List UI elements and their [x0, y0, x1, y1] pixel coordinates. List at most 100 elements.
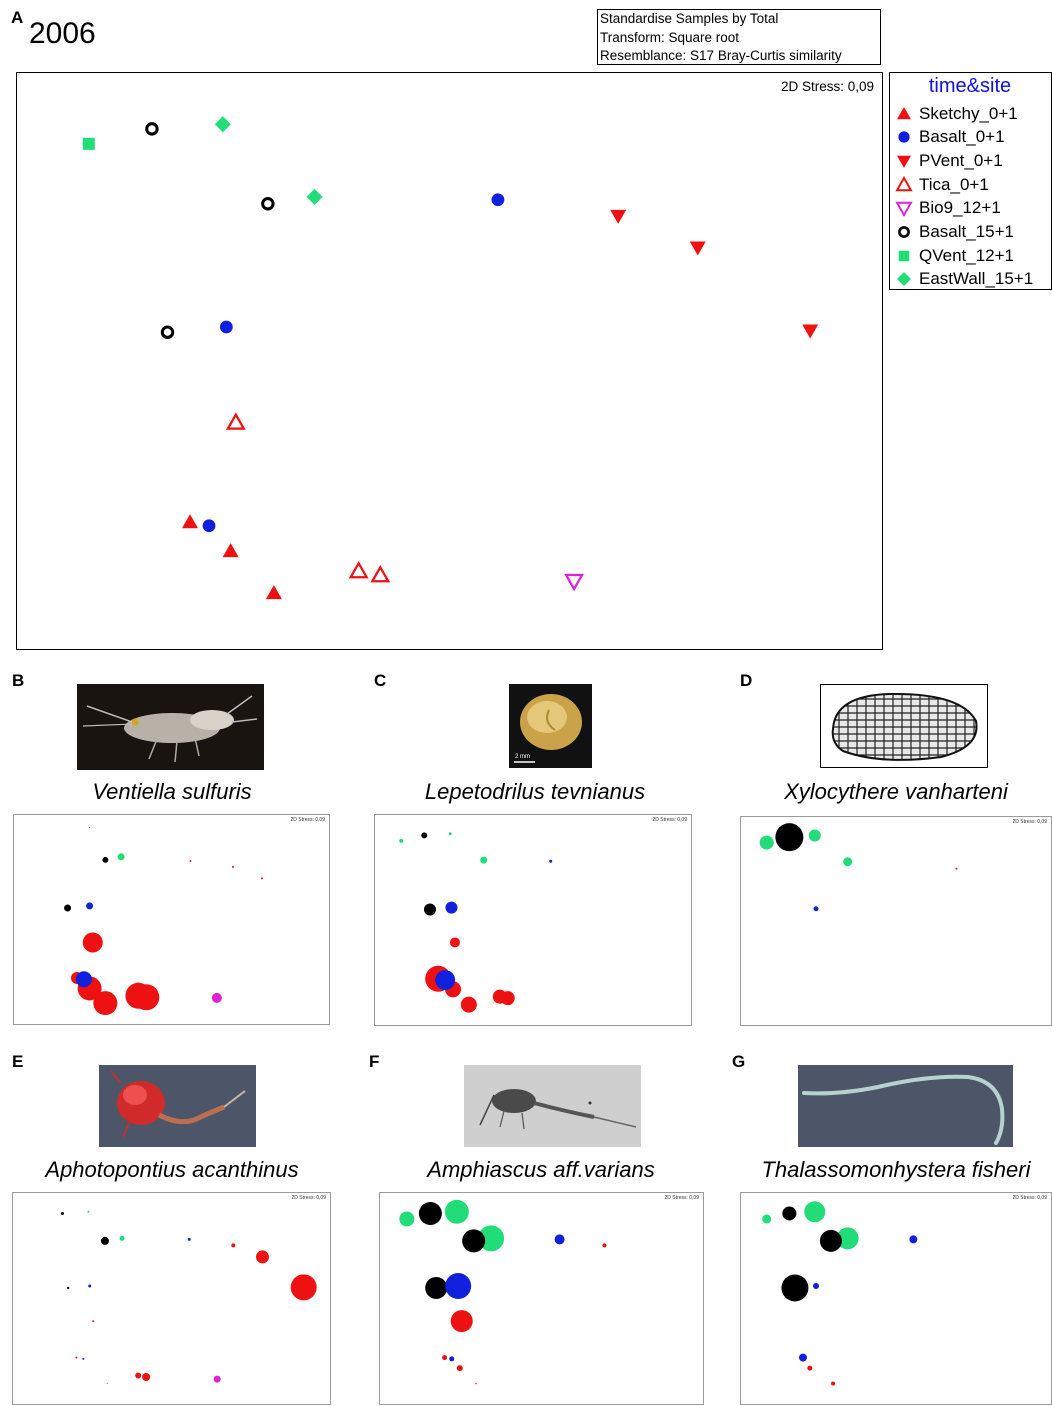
- legend-symbol-basalt-15-1: [898, 226, 910, 238]
- bubble-g-6: [909, 1235, 918, 1244]
- mds-point-eastwall-15-1-3: [214, 116, 231, 133]
- bubble-f-3: [444, 1199, 469, 1224]
- legend-symbol-qvent-12-1: [898, 250, 910, 261]
- bubble-f-8: [425, 1276, 448, 1299]
- bubble-e-9: [66, 1286, 70, 1290]
- bubble-e-2: [87, 1210, 90, 1213]
- mds-point-pvent-0-1-8: [689, 241, 706, 256]
- copepod-gray-photo: [464, 1065, 641, 1147]
- bubble-c-7: [445, 901, 458, 914]
- bubble-plot-b: 2D Stress: 0,09: [13, 814, 330, 1025]
- legend-item-eastwall-15-1: EastWall_15+1: [894, 268, 1033, 291]
- bubble-b-9: [82, 932, 103, 953]
- bubble-f-7: [602, 1243, 607, 1248]
- species-name-b: Ventiella sulfuris: [92, 779, 252, 804]
- bubble-e-17: [213, 1375, 221, 1383]
- legend-item-tica-0-1: Tica_0+1: [894, 173, 989, 196]
- mds-point-pvent-0-1-9: [802, 324, 819, 339]
- bubble-b-8: [86, 902, 94, 910]
- bubble-b-6: [260, 877, 263, 880]
- bubble-f-12: [449, 1356, 455, 1362]
- bubble-g-3: [804, 1201, 826, 1223]
- ostracod-drawing: [820, 684, 988, 768]
- bubble-canvas-d: [759, 823, 958, 912]
- bubble-plot-e: 2D Stress: 0,09: [12, 1192, 331, 1405]
- bubble-b-7: [64, 904, 72, 912]
- bubble-e-5: [187, 1237, 191, 1241]
- bubble-e-12: [75, 1356, 78, 1359]
- legend-label-basalt-0-1: Basalt_0+1: [919, 127, 1005, 147]
- bubble-canvas-f: [399, 1199, 607, 1385]
- legend-marker-eastwall-15-1: [897, 272, 911, 287]
- bubble-canvas-c: [399, 832, 553, 1013]
- mds-point-tica-0-1-16: [348, 560, 369, 579]
- mds-point-tica-0-1-17: [370, 565, 391, 583]
- mds-point-basalt-15-1-4: [261, 197, 275, 211]
- mds-point-qvent-12-1-1: [82, 137, 95, 150]
- bubble-g-5: [819, 1229, 842, 1252]
- bubble-f-2: [418, 1201, 442, 1225]
- bubble-d-1: [759, 835, 774, 850]
- legend-marker-bio9-12-1: [895, 202, 913, 218]
- bubble-plot-f: 2D Stress: 0,09: [379, 1192, 704, 1405]
- bubble-f-10: [450, 1310, 473, 1333]
- mds-point-basalt-15-1-10: [160, 325, 175, 339]
- species-name-g: Thalassomonhystera fisheri: [761, 1157, 1031, 1182]
- bubble-e-8: [290, 1274, 317, 1301]
- mds-point-basalt-15-1-2: [145, 122, 159, 136]
- bubble-c-1: [399, 838, 404, 843]
- bubble-g-8: [813, 1283, 820, 1290]
- legend-marker-pvent-0-1: [897, 155, 911, 168]
- bubble-g-11: [831, 1381, 836, 1386]
- bubble-e-4: [119, 1235, 125, 1241]
- limpet-photo: 2 mm: [509, 684, 592, 768]
- mini-stress-d: 2D Stress: 0,09: [1012, 819, 1047, 825]
- bubble-f-11: [442, 1355, 448, 1361]
- bubble-f-9: [445, 1273, 472, 1300]
- mds-point-basalt-0-1-6: [491, 193, 505, 207]
- legend-label-qvent-12-1: QVent_12+1: [919, 245, 1015, 265]
- legend-label-eastwall-15-1: EastWall_15+1: [919, 269, 1034, 289]
- legend-label-bio9-12-1: Bio9_12+1: [919, 198, 1001, 218]
- nematode-photo: [798, 1065, 1013, 1147]
- species-name-c: Lepetodrilus tevnianus: [424, 779, 646, 804]
- bubble-e-15: [135, 1372, 142, 1379]
- bubble-d-2: [775, 823, 804, 852]
- mds-point-bio9-12-1-18: [564, 573, 584, 592]
- panel-letter-d: D: [740, 671, 753, 690]
- stress-label: 2D Stress: 0,09: [780, 79, 874, 94]
- main-mds-plot: 2D Stress: 0,09: [16, 72, 883, 650]
- mds-point-basalt-0-1-11: [219, 320, 233, 334]
- bubble-c-6: [423, 903, 436, 916]
- bubble-c-3: [448, 832, 452, 836]
- bubble-f-6: [554, 1234, 565, 1245]
- bubble-d-5: [955, 867, 958, 870]
- legend-symbol-pvent-0-1: [897, 155, 911, 168]
- amphipod-photo: [77, 684, 264, 770]
- bubble-d-6: [813, 906, 819, 912]
- bubble-g-7: [781, 1274, 809, 1302]
- bubble-e-14: [106, 1383, 108, 1385]
- bubble-plot-g: 2D Stress: 0,09: [740, 1192, 1052, 1405]
- bubble-d-3: [808, 829, 821, 842]
- bubble-f-5: [462, 1229, 486, 1253]
- bubble-plot-c: 2D Stress: 0,09: [374, 814, 692, 1026]
- bubble-b-2: [102, 856, 109, 863]
- bubble-canvas-g: [762, 1201, 918, 1386]
- species-name-e: Aphotopontius acanthinus: [45, 1157, 299, 1182]
- bubble-b-12: [93, 991, 118, 1016]
- legend-symbol-tica-0-1: [895, 175, 913, 191]
- bubble-b-1: [89, 827, 91, 829]
- mds-point-eastwall-15-1-5: [306, 188, 323, 205]
- bubble-g-1: [762, 1214, 772, 1224]
- bubble-c-13: [500, 991, 515, 1006]
- mds-point-sketchy-0-1-13: [182, 514, 198, 529]
- bubble-b-5: [231, 865, 234, 868]
- bubble-e-7: [255, 1250, 269, 1264]
- mds-point-basalt-0-1-14: [202, 519, 216, 533]
- legend-item-basalt-15-1: Basalt_15+1: [894, 221, 1014, 244]
- panel-letter-g: G: [732, 1052, 746, 1071]
- legend-marker-tica-0-1: [895, 175, 913, 191]
- legend-marker-qvent-12-1: [898, 250, 910, 261]
- legend-label-basalt-15-1: Basalt_15+1: [919, 222, 1014, 241]
